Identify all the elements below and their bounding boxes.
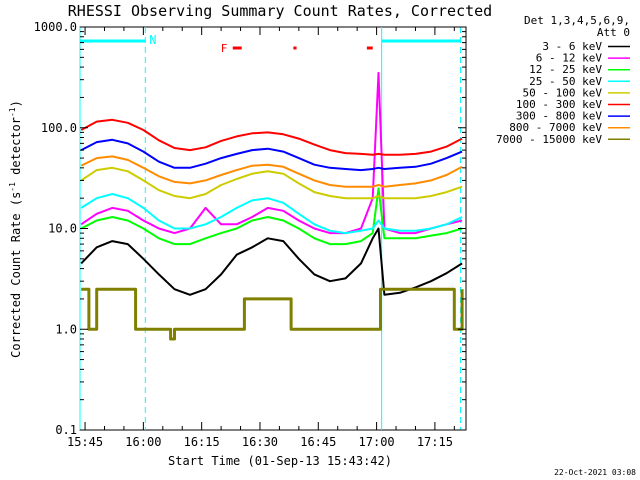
legend-label: 12 - 25 keV xyxy=(529,63,602,76)
legend-header-attenuator: Att 0 xyxy=(597,26,630,39)
legend-label: 6 - 12 keV xyxy=(536,52,603,65)
annotation-layer: NF xyxy=(79,27,462,430)
legend-label: 800 - 7000 keV xyxy=(509,121,602,134)
series-line-8 xyxy=(81,287,464,341)
legend-header-detectors: Det 1,3,4,5,6,9, xyxy=(524,14,630,27)
axis-layer: 1000.0 100.0 10.0 1.0 0.115:45 16:00 16:15 16:3… xyxy=(34,20,466,449)
chart-title: RHESSI Observing Summary Count Rates, Co… xyxy=(68,2,492,20)
y-axis-label-sup2: -1 xyxy=(8,107,17,117)
y-axis-label-end: ) xyxy=(9,100,23,107)
y-tick-label: 1000.0 xyxy=(34,20,77,34)
series-line-1 xyxy=(80,71,463,235)
y-tick-label: 0.1 xyxy=(55,423,77,437)
y-tick-label: 1.0 xyxy=(55,322,77,336)
legend-label: 300 - 800 keV xyxy=(516,110,602,123)
y-tick-label: 10.0 xyxy=(48,222,77,236)
x-axis-label: Start Time (01-Sep-13 15:43:42) xyxy=(168,454,392,468)
night-label: N xyxy=(149,33,156,47)
x-tick-label: 17:15 xyxy=(417,435,453,449)
series-line-2 xyxy=(80,187,463,246)
legend-label: 3 - 6 keV xyxy=(542,40,602,53)
legend-label: 50 - 100 keV xyxy=(523,86,603,99)
x-tick-label: 16:30 xyxy=(242,435,278,449)
series-layer xyxy=(80,71,464,341)
y-axis-label-mid: detector xyxy=(9,117,23,182)
legend-label: 25 - 50 keV xyxy=(529,75,602,88)
legend-label: 100 - 300 keV xyxy=(516,98,602,111)
x-tick-label: 17:00 xyxy=(359,435,395,449)
x-tick-label: 16:15 xyxy=(184,435,220,449)
plot-area xyxy=(79,26,467,431)
x-tick-label: 16:00 xyxy=(125,435,161,449)
series-line-5 xyxy=(80,118,463,156)
y-axis-label: Corrected Count Rate (s-1 detector-1) xyxy=(8,100,23,358)
x-tick-label: 15:45 xyxy=(67,435,103,449)
x-tick-label: 16:45 xyxy=(300,435,336,449)
footer-date: 22-Oct-2021 03:08 xyxy=(554,468,636,477)
y-axis-label-sup1: -1 xyxy=(8,182,17,192)
legend-label: 7000 - 15000 keV xyxy=(496,133,602,146)
plot-frame xyxy=(79,26,467,431)
series-line-4 xyxy=(80,166,463,200)
y-tick-label: 100.0 xyxy=(41,121,77,135)
series-line-0 xyxy=(80,227,463,296)
series-line-7 xyxy=(80,155,463,188)
flare-label: F xyxy=(221,42,228,55)
series-line-3 xyxy=(80,193,463,235)
series-line-6 xyxy=(80,138,463,172)
y-axis-label-main: Corrected Count Rate (s xyxy=(9,192,23,358)
